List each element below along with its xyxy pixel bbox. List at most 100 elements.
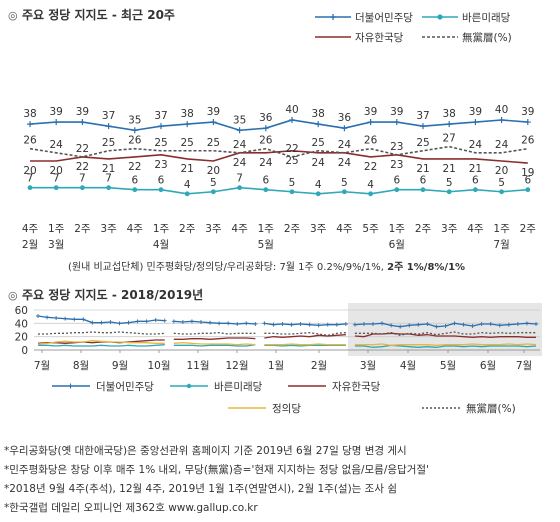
series-0-value-8: 35 bbox=[233, 114, 246, 126]
series-1-value-19: 6 bbox=[524, 175, 531, 187]
series-line-0 bbox=[29, 119, 528, 132]
series-1-value-0: 7 bbox=[27, 173, 34, 185]
x-tick-2: 2주 bbox=[74, 223, 91, 235]
x-month-label-10: 5월 bbox=[440, 360, 456, 372]
yearly-point-6 bbox=[90, 320, 95, 325]
yearly-point-18 bbox=[198, 320, 203, 324]
yearly-series-1-seg-1 bbox=[173, 344, 256, 347]
series-1-point-2 bbox=[80, 185, 85, 191]
x-tick-16: 3주 bbox=[441, 223, 458, 235]
yearly-point-48 bbox=[470, 324, 475, 328]
footnote-2: *민주평화당은 창당 이후 매주 1% 내외, 무당(無黨)층='현재 지지하는… bbox=[4, 464, 429, 476]
title-bullet-icon: ◎ bbox=[8, 9, 18, 22]
yearly-point-41 bbox=[407, 323, 412, 328]
series-3-value-14: 23 bbox=[390, 141, 403, 153]
series-3-value-9: 26 bbox=[259, 135, 273, 147]
series-3-value-16: 27 bbox=[443, 133, 456, 145]
yearly-point-54 bbox=[524, 321, 529, 326]
y-tick-1: 20 bbox=[15, 332, 28, 344]
series-0-point-15 bbox=[420, 123, 426, 130]
yearly-legend-marker-1 bbox=[186, 383, 192, 389]
series-1-point-13 bbox=[368, 191, 373, 197]
yearly-point-9 bbox=[117, 321, 122, 326]
series-3-value-1: 24 bbox=[50, 139, 64, 151]
series-1-point-3 bbox=[106, 185, 111, 191]
series-3-value-5: 25 bbox=[154, 137, 167, 149]
series-1-value-14: 6 bbox=[393, 175, 400, 187]
series-2-value-5: 23 bbox=[154, 159, 167, 171]
series-3-value-18: 24 bbox=[495, 139, 509, 151]
series-1-value-10: 5 bbox=[289, 177, 296, 189]
chart2-title: ◎ 주요 정당 지지도 - 2018/2019년 bbox=[8, 288, 204, 302]
yearly-series-1-seg-3 bbox=[354, 344, 537, 348]
yearly-legend-label-3: 정의당 bbox=[272, 403, 301, 415]
month-label-3: 5월 bbox=[258, 239, 274, 251]
yearly-series-3-seg-2 bbox=[264, 343, 346, 346]
yearly-series-2-seg-1 bbox=[173, 337, 256, 340]
series-1-point-12 bbox=[342, 189, 347, 195]
month-label-0: 2월 bbox=[22, 239, 38, 251]
chart1-note: (원내 비교섭단체) 민주평화당/정의당/우리공화당: 7월 1주 0.2%/9… bbox=[68, 262, 466, 273]
series-1-point-10 bbox=[289, 189, 295, 195]
series-2-value-4: 22 bbox=[128, 161, 141, 173]
yearly-series-2-seg-0 bbox=[37, 339, 165, 344]
series-2-value-0: 20 bbox=[23, 165, 36, 177]
x-tick-9: 1주 bbox=[258, 223, 275, 235]
series-0-point-14 bbox=[393, 119, 400, 126]
series-0-point-10 bbox=[289, 117, 295, 123]
yearly-legend-marker-0 bbox=[68, 383, 73, 389]
yearly-point-26 bbox=[271, 322, 276, 327]
series-2-value-10: 25 bbox=[285, 155, 298, 167]
yearly-point-53 bbox=[515, 322, 520, 326]
series-3-value-19: 26 bbox=[521, 135, 535, 147]
series-line-1 bbox=[30, 186, 528, 195]
x-month-label-1: 8월 bbox=[73, 360, 89, 372]
legend-label-2: 자유한국당 bbox=[355, 32, 404, 44]
yearly-series-4-seg-2 bbox=[264, 332, 346, 336]
yearly-series-0-seg-2 bbox=[264, 322, 346, 326]
series-1-value-1: 7 bbox=[53, 173, 60, 185]
yearly-point-39 bbox=[389, 323, 394, 328]
series-3-value-0: 26 bbox=[23, 135, 37, 147]
series-1-value-16: 5 bbox=[446, 177, 453, 189]
series-0-value-2: 39 bbox=[76, 106, 89, 118]
yearly-point-0 bbox=[36, 314, 40, 318]
series-0-point-12 bbox=[341, 125, 348, 132]
yearly-point-13 bbox=[153, 318, 158, 322]
yearly-point-36 bbox=[361, 322, 366, 326]
series-3-value-15: 25 bbox=[416, 137, 429, 149]
yearly-point-49 bbox=[479, 322, 484, 326]
yearly-legend-label-2: 자유한국당 bbox=[332, 381, 381, 393]
series-3-value-3: 25 bbox=[102, 137, 115, 149]
series-1-point-1 bbox=[53, 185, 59, 191]
series-1-value-17: 6 bbox=[472, 175, 479, 187]
series-1-value-18: 5 bbox=[498, 177, 505, 189]
x-tick-1: 1주 bbox=[48, 223, 65, 235]
series-3-value-2: 22 bbox=[76, 143, 89, 155]
series-2-value-6: 21 bbox=[181, 163, 194, 175]
x-tick-8: 4주 bbox=[231, 223, 248, 235]
legend-label-1: 바른미래당 bbox=[462, 12, 511, 24]
x-month-label-2: 9월 bbox=[112, 360, 128, 372]
series-3-value-7: 25 bbox=[207, 137, 220, 149]
yearly-point-30 bbox=[307, 322, 312, 327]
y-tick-2: 40 bbox=[15, 318, 28, 330]
x-month-label-12: 7월 bbox=[516, 360, 532, 372]
x-month-label-0: 7월 bbox=[34, 360, 50, 372]
legend-marker-1 bbox=[437, 14, 443, 20]
yearly-point-17 bbox=[189, 319, 194, 324]
series-1-value-11: 4 bbox=[315, 179, 322, 191]
x-month-label-11: 6월 bbox=[480, 360, 496, 372]
series-0-value-12: 36 bbox=[338, 112, 352, 124]
yearly-series-4-seg-1 bbox=[173, 332, 256, 335]
yearly-series-0-seg-1 bbox=[173, 320, 256, 325]
yearly-series-1-seg-0 bbox=[38, 344, 165, 347]
series-0-point-6 bbox=[184, 121, 191, 128]
series-2-value-14: 23 bbox=[390, 159, 403, 171]
x-month-label-3: 10월 bbox=[147, 360, 170, 372]
series-1-value-8: 7 bbox=[236, 173, 243, 185]
x-tick-7: 3주 bbox=[205, 223, 222, 235]
series-1-value-5: 6 bbox=[158, 175, 165, 187]
x-month-label-5: 12월 bbox=[225, 360, 248, 372]
